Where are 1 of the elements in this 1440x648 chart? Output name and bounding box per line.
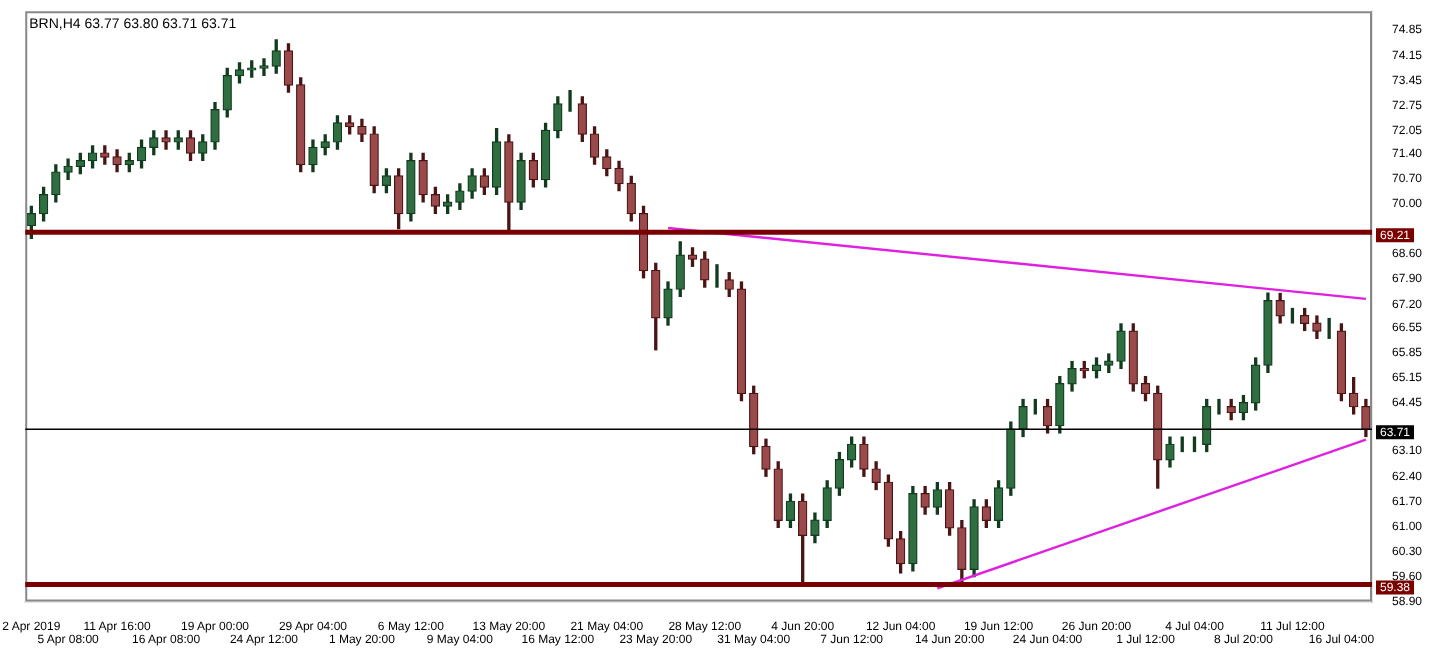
- candlestick: [259, 58, 269, 76]
